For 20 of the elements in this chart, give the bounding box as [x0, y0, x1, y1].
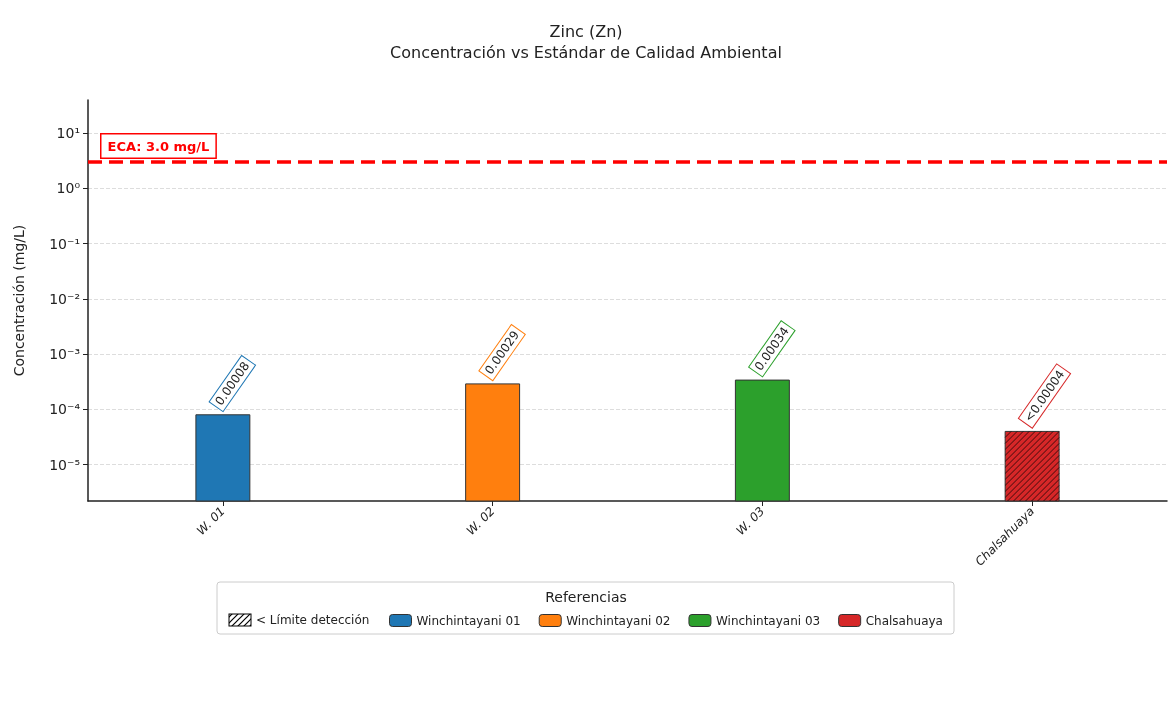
y-tick-label: 10⁻⁵	[49, 456, 80, 473]
x-tick-label: W. 03	[733, 504, 768, 538]
legend-label: Chalsahuaya	[865, 613, 943, 628]
x-tick-label: W. 01	[194, 504, 228, 538]
y-tick-label: 10⁻¹	[49, 235, 80, 252]
y-tick-label: 10⁰	[56, 180, 81, 197]
y-axis-title: Concentración (mg/L)	[11, 224, 27, 377]
text: < Límite detección	[256, 613, 370, 627]
legend-title: Referencias	[545, 589, 627, 605]
legend-label: Winchintayani 01	[416, 613, 521, 628]
legend-label: Winchintayani 02	[566, 613, 671, 628]
y-tick-label: 10⁻³	[49, 346, 80, 363]
ref-line-label: ECA: 3.0 mg/L	[107, 138, 210, 154]
legend-label: Winchintayani 03	[715, 613, 821, 628]
chart-subtitle: Concentración vs Estándar de Calidad Ambiental	[390, 42, 782, 62]
x-tick-label: W. 02	[463, 504, 498, 538]
y-tick-label: 10¹	[56, 125, 80, 142]
y-tick-label: 10⁻²	[49, 290, 80, 307]
y-tick-label: 10⁻⁴	[49, 401, 81, 418]
chart-title: Zinc (Zn)	[549, 21, 623, 41]
